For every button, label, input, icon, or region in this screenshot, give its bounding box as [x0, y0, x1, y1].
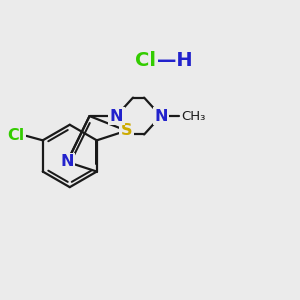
Text: N: N	[110, 109, 123, 124]
Text: —H: —H	[158, 51, 193, 70]
Text: Cl: Cl	[8, 128, 25, 143]
Text: CH₃: CH₃	[182, 110, 206, 122]
Text: S: S	[121, 123, 132, 138]
Text: Cl: Cl	[135, 51, 156, 70]
Text: N: N	[154, 109, 168, 124]
Text: N: N	[60, 154, 74, 169]
